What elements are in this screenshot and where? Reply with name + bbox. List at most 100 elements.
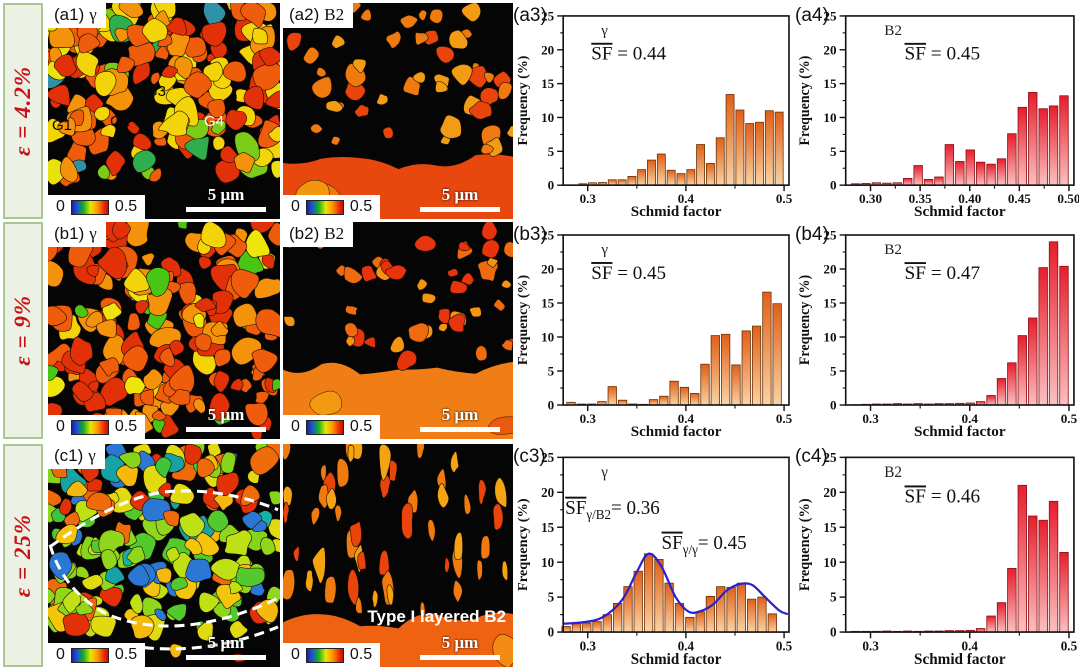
grain-map-image	[48, 222, 280, 439]
svg-text:Frequency (%): Frequency (%)	[515, 498, 531, 591]
color-scale-legend: 0 0.5	[48, 415, 146, 439]
scale-bar-text: 5 μm	[441, 633, 479, 652]
svg-text:Schmid factor: Schmid factor	[631, 204, 722, 219]
svg-text:B2: B2	[884, 23, 902, 39]
color-gradient-bar	[70, 199, 109, 215]
svg-text:SF = 0.45: SF = 0.45	[591, 263, 666, 284]
color-gradient-bar	[70, 419, 109, 435]
svg-text:Frequency (%): Frequency (%)	[797, 55, 813, 145]
scale-bar-line	[186, 207, 266, 212]
svg-text:5: 5	[830, 364, 837, 379]
svg-text:10: 10	[823, 110, 837, 125]
legend-max: 0.5	[114, 646, 138, 663]
svg-text:SF = 0.45: SF = 0.45	[905, 44, 981, 65]
svg-text:0.5: 0.5	[1061, 411, 1078, 426]
color-gradient-bar	[305, 199, 344, 215]
svg-text:0: 0	[548, 625, 555, 640]
svg-text:0.5: 0.5	[776, 411, 793, 426]
grain-mark-g4: G4	[204, 113, 225, 130]
grain-mark-g2: G2	[110, 113, 131, 130]
svg-text:0.3: 0.3	[580, 638, 597, 653]
color-scale-legend: 0 0.5	[283, 643, 381, 667]
svg-text:15: 15	[823, 296, 837, 311]
svg-text:Schmid factor: Schmid factor	[914, 424, 1006, 439]
svg-text:0.35: 0.35	[909, 191, 933, 206]
svg-text:0.30: 0.30	[859, 191, 883, 206]
strain-label-a: ε = 4.2%	[10, 66, 35, 156]
svg-text:0.3: 0.3	[862, 411, 879, 426]
grain-map-image	[48, 444, 280, 667]
ebsd-map-c2-b2: Type I layered B2 0 0.5 5 μm	[283, 444, 514, 667]
svg-text:25: 25	[541, 8, 555, 23]
svg-text:0.5: 0.5	[776, 638, 793, 653]
svg-text:0.4: 0.4	[678, 191, 695, 206]
scale-bar-text: 5 μm	[207, 633, 245, 652]
svg-text:25: 25	[823, 9, 837, 24]
svg-text:0.45: 0.45	[1008, 191, 1032, 206]
panel-label-a2: (a2) B2	[283, 3, 354, 28]
svg-text:Frequency (%): Frequency (%)	[797, 275, 813, 366]
svg-text:0: 0	[830, 625, 837, 640]
panel-id: (b2)	[289, 224, 320, 243]
scale-bar-line	[420, 655, 500, 660]
phase-label: B2	[324, 5, 345, 24]
panel-id: (c1)	[54, 446, 84, 465]
svg-text:Schmid factor: Schmid factor	[914, 204, 1006, 219]
panel-label-c1: (c1) γ	[48, 444, 105, 469]
svg-text:Schmid factor: Schmid factor	[631, 424, 722, 439]
svg-text:SFγ/B2= 0.36: SFγ/B2= 0.36	[565, 498, 660, 522]
svg-text:0.5: 0.5	[1061, 638, 1078, 653]
ebsd-map-b2-b2: (b2) B2 0 0.5 5 μm	[283, 222, 514, 439]
color-gradient-bar	[305, 419, 344, 435]
svg-text:γ: γ	[600, 464, 608, 481]
legend-min: 0	[56, 418, 65, 435]
histogram-panel-b4: (b4) 0 5 10 15 20 25 0.3 0.4 0.5 Schmid factor Fre…	[795, 222, 1079, 439]
legend-max: 0.5	[349, 198, 373, 215]
svg-text:SF = 0.47: SF = 0.47	[905, 263, 981, 284]
type-i-layered-b2-caption: Type I layered B2	[367, 607, 506, 626]
scale-bar: 5 μm	[420, 405, 500, 432]
svg-text:20: 20	[541, 42, 554, 57]
legend-min: 0	[56, 198, 65, 215]
scale-bar: 5 μm	[420, 633, 500, 660]
svg-text:10: 10	[541, 555, 554, 570]
grain-map-image	[48, 3, 280, 219]
svg-text:SF = 0.44: SF = 0.44	[591, 44, 666, 65]
legend-max: 0.5	[114, 198, 138, 215]
svg-text:SF = 0.46: SF = 0.46	[905, 486, 981, 507]
svg-text:γ: γ	[600, 23, 608, 39]
scale-bar: 5 μm	[420, 185, 500, 212]
panel-label-a1: (a1) γ	[48, 3, 106, 28]
scale-bar: 5 μm	[186, 185, 266, 212]
svg-text:Schmid factor: Schmid factor	[631, 651, 722, 667]
svg-text:0.4: 0.4	[678, 638, 695, 653]
phase-label: γ	[88, 446, 96, 465]
strain-label-box-c: ε = 25%	[3, 444, 43, 667]
strain-label-box-a: ε = 4.2%	[3, 3, 43, 219]
panel-id: (b3)	[513, 224, 547, 245]
strain-label-b: ε = 9%	[10, 295, 35, 366]
svg-text:25: 25	[823, 450, 837, 465]
strain-label-box-b: ε = 9%	[3, 222, 43, 439]
svg-text:5: 5	[548, 590, 555, 605]
svg-text:10: 10	[823, 555, 837, 570]
svg-text:25: 25	[541, 450, 554, 465]
panel-id: (c3)	[513, 446, 546, 467]
scale-bar-text: 5 μm	[441, 185, 479, 204]
svg-text:5: 5	[830, 144, 837, 159]
svg-text:0.3: 0.3	[580, 191, 597, 206]
legend-max: 0.5	[114, 418, 138, 435]
histogram-panel-b3: (b3) 0 5 10 15 20 25 0.3 0.4 0.5 Schmid factor Fre…	[513, 222, 794, 439]
phase-label: γ	[89, 224, 97, 243]
svg-text:Frequency (%): Frequency (%)	[516, 275, 531, 366]
svg-text:15: 15	[541, 76, 555, 91]
scale-bar-line	[186, 655, 266, 660]
histogram-panel-c3: (c3) 0 5 10 15 20 25 0.3 0.4 0.5 Schmid factor Fre…	[513, 444, 794, 667]
legend-max: 0.5	[349, 646, 373, 663]
svg-text:10: 10	[823, 330, 837, 345]
svg-text:10: 10	[541, 110, 554, 125]
svg-text:0.3: 0.3	[580, 411, 597, 426]
svg-text:25: 25	[541, 228, 555, 243]
svg-text:20: 20	[823, 485, 837, 500]
scale-bar-line	[420, 207, 500, 212]
